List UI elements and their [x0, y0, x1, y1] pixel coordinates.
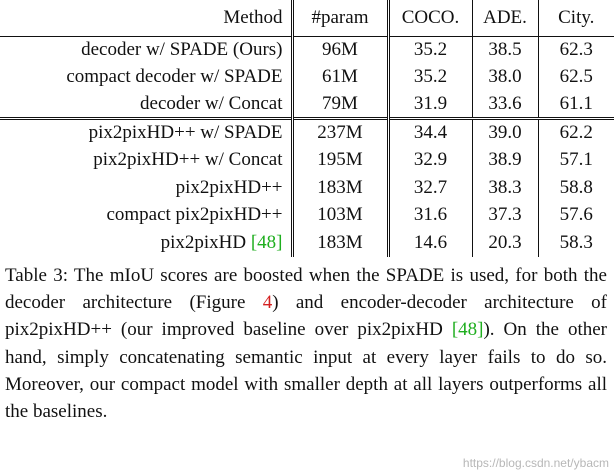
- citation-link[interactable]: [48]: [451, 319, 484, 341]
- param-cell: 103M: [292, 201, 390, 230]
- figure-reference-link[interactable]: 4: [262, 292, 273, 314]
- coco-cell: 35.2: [388, 63, 473, 92]
- param-cell: 183M: [292, 173, 390, 202]
- ade-cell: 39.0: [472, 118, 539, 147]
- ade-cell: 37.3: [472, 201, 539, 230]
- city-cell: 62.2: [559, 122, 593, 144]
- city-cell: 58.8: [559, 176, 593, 198]
- city-cell: 57.6: [559, 204, 593, 226]
- param-cell: 61M: [292, 63, 390, 92]
- city-cell: 62.5: [559, 66, 593, 88]
- method-cell: compact pix2pixHD++: [0, 201, 294, 230]
- header-param: #param: [292, 0, 390, 36]
- coco-cell: 34.4: [388, 118, 473, 147]
- watermark: https://blog.csdn.net/ybacm: [462, 456, 609, 470]
- method-name: pix2pixHD: [160, 231, 247, 253]
- method-cell: compact decoder w/ SPADE: [0, 63, 294, 92]
- caption-text-3: ). On the other hand, simply concatenati…: [5, 319, 607, 423]
- param-cell: 237M: [292, 118, 390, 147]
- method-cell: pix2pixHD++ w/ SPADE: [0, 118, 294, 147]
- city-cell: 61.1: [559, 93, 593, 115]
- method-cell: decoder w/ SPADE (Ours): [0, 36, 294, 64]
- coco-cell: 31.6: [388, 201, 473, 230]
- city-cell: 58.3: [559, 231, 593, 253]
- table-row: pix2pixHD [48] 183M 14.6 20.3 58.3: [0, 229, 614, 257]
- header-coco: COCO.: [388, 0, 473, 36]
- citation-link[interactable]: [48]: [250, 231, 283, 253]
- caption-text-1: Table 3: The mIoU scores are boosted whe…: [5, 265, 607, 314]
- header-method: Method: [0, 0, 294, 36]
- header-city: City.: [558, 6, 595, 28]
- param-cell: 183M: [292, 229, 390, 257]
- method-cell: decoder w/ Concat: [0, 91, 294, 119]
- results-table: Method #param COCO. ADE. City. decoder w…: [0, 0, 614, 257]
- coco-cell: 31.9: [388, 91, 473, 119]
- table-row: compact decoder w/ SPADE 61M 35.2 38.0 6…: [0, 63, 614, 92]
- ade-cell: 38.9: [472, 146, 539, 174]
- header-ade: ADE.: [472, 0, 539, 36]
- table-row: decoder w/ Concat 79M 31.9 33.6 61.1: [0, 91, 614, 119]
- ade-cell: 33.6: [472, 91, 539, 119]
- ade-cell: 38.0: [472, 63, 539, 92]
- method-cell: pix2pixHD++ w/ Concat: [0, 146, 294, 174]
- table-row: decoder w/ SPADE (Ours) 96M 35.2 38.5 62…: [0, 36, 614, 64]
- city-cell: 62.3: [559, 39, 593, 61]
- ade-cell: 20.3: [472, 229, 539, 257]
- param-cell: 79M: [292, 91, 390, 119]
- ade-cell: 38.5: [472, 36, 539, 64]
- table-header-row: Method #param COCO. ADE. City.: [0, 0, 614, 36]
- ade-cell: 38.3: [472, 173, 539, 202]
- table-caption: Table 3: The mIoU scores are boosted whe…: [5, 262, 607, 425]
- method-cell: pix2pixHD++: [0, 173, 294, 202]
- table-row: pix2pixHD++ 183M 32.7 38.3 58.8: [0, 173, 614, 202]
- table-row: compact pix2pixHD++ 103M 31.6 37.3 57.6: [0, 201, 614, 230]
- coco-cell: 14.6: [388, 229, 473, 257]
- coco-cell: 32.7: [388, 173, 473, 202]
- city-cell: 57.1: [559, 149, 593, 171]
- coco-cell: 35.2: [388, 36, 473, 64]
- table-row: pix2pixHD++ w/ SPADE 237M 34.4 39.0 62.2: [0, 118, 614, 147]
- coco-cell: 32.9: [388, 146, 473, 174]
- param-cell: 195M: [292, 146, 390, 174]
- method-cell: pix2pixHD [48]: [0, 229, 294, 257]
- table-row: pix2pixHD++ w/ Concat 195M 32.9 38.9 57.…: [0, 146, 614, 174]
- caption-text-2: ) and encoder-decoder architecture of pi…: [5, 292, 607, 341]
- param-cell: 96M: [292, 36, 390, 64]
